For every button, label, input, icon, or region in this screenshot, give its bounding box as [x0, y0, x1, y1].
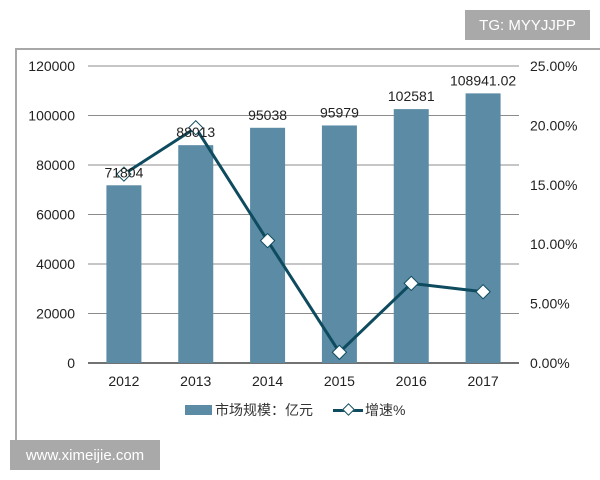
y-right-tick-label: 0.00% [530, 355, 570, 371]
bar-data-label: 88013 [176, 124, 215, 140]
growth-point-2014 [259, 232, 276, 249]
watermark-top: TG: MYYJJPP [465, 10, 590, 40]
growth-point-2015 [331, 344, 348, 361]
y-left-tick-label: 0 [67, 355, 75, 371]
bar-data-label: 95979 [320, 104, 359, 120]
bar-2015 [321, 125, 357, 364]
growth-point-2017 [475, 283, 491, 300]
y-left-tick-label: 40000 [36, 256, 75, 272]
x-tick-label: 2012 [108, 373, 139, 389]
y-left-tick-label: 120000 [28, 58, 75, 74]
bar-2012 [106, 185, 142, 363]
bar-2016 [393, 109, 429, 363]
y-left-tick-label: 80000 [36, 157, 75, 173]
y-right-tick-label: 25.00% [530, 58, 577, 74]
chart-frame [15, 48, 600, 468]
y-left-tick-label: 100000 [28, 108, 75, 124]
growth-point-2013 [187, 119, 204, 136]
y-right-tick-label: 5.00% [530, 296, 570, 312]
bar-2013 [178, 145, 214, 363]
bar-data-label: 71804 [104, 164, 143, 180]
growth-line [123, 126, 484, 354]
bar-data-label: 95038 [248, 107, 287, 123]
y-right-tick-label: 20.00% [530, 117, 577, 133]
bar-2017 [465, 93, 501, 363]
diamond-marker-icon [342, 402, 355, 416]
y-right-tick-label: 15.00% [530, 177, 577, 193]
x-tick-label: 2015 [324, 373, 355, 389]
x-tick-label: 2014 [252, 373, 283, 389]
y-right-tick-label: 10.00% [530, 236, 577, 252]
watermark-bottom: www.ximeijie.com [10, 440, 160, 470]
x-tick-label: 2016 [396, 373, 427, 389]
growth-point-2012 [116, 166, 132, 182]
bar-data-label: 102581 [388, 88, 435, 104]
legend-line-label: 增速% [365, 402, 406, 418]
legend-bar-swatch [185, 405, 212, 415]
bar-data-label: 108941.02 [450, 72, 516, 88]
x-tick-label: 2013 [180, 373, 211, 389]
y-left-tick-label: 60000 [36, 207, 75, 223]
legend-line-swatch [333, 402, 363, 416]
x-tick-label: 2017 [468, 373, 499, 389]
legend: 市场规模：亿元 增速% [185, 400, 405, 420]
y-left-tick-label: 20000 [36, 306, 75, 322]
legend-bar-label: 市场规模：亿元 [215, 402, 313, 418]
growth-point-2016 [403, 275, 420, 292]
